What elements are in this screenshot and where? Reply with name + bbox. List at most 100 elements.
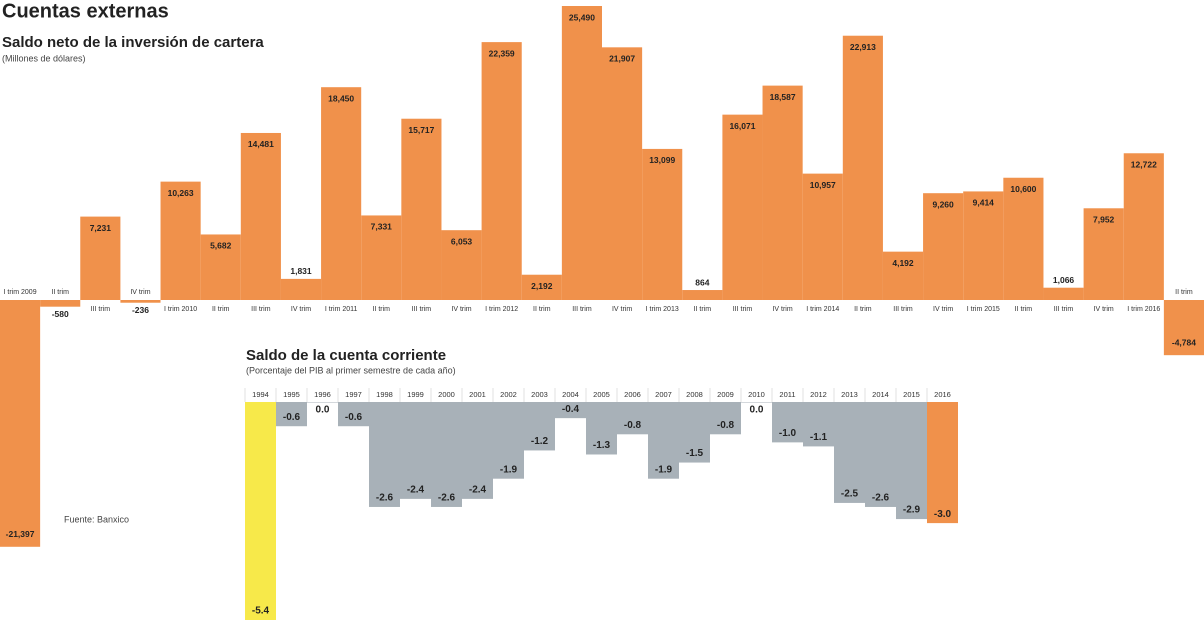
value-label: -0.4 <box>562 404 580 415</box>
bar <box>772 402 803 443</box>
value-label: -2.4 <box>469 485 487 496</box>
bar <box>462 402 493 499</box>
value-label: 1,066 <box>1053 275 1075 285</box>
x-tick-label: I trim 2014 <box>806 306 839 313</box>
x-tick-label: IV trim <box>291 306 311 313</box>
bar <box>642 148 683 300</box>
x-tick-label: 1997 <box>345 390 362 399</box>
bar <box>361 215 402 300</box>
value-label: 21,907 <box>609 54 635 64</box>
value-label: 1,831 <box>290 266 312 276</box>
value-label: -2.5 <box>841 489 859 500</box>
bar <box>431 402 462 507</box>
value-label: 9,414 <box>973 198 995 208</box>
value-label: -0.6 <box>345 412 363 423</box>
x-tick-label: 2002 <box>500 390 517 399</box>
x-tick-label: III trim <box>733 306 753 313</box>
value-label: -0.8 <box>624 420 642 431</box>
bar <box>400 402 431 499</box>
x-tick-label: I trim 2015 <box>967 306 1000 313</box>
x-tick-label: 2010 <box>748 390 765 399</box>
bar <box>441 230 482 300</box>
value-label: -0.8 <box>717 420 735 431</box>
value-label: 16,071 <box>729 121 755 131</box>
value-label: 12,722 <box>1131 160 1157 170</box>
bar <box>927 402 958 524</box>
bar <box>802 173 843 300</box>
x-tick-label: 2000 <box>438 390 455 399</box>
x-tick-label: I trim 2010 <box>164 306 197 313</box>
value-label: 7,952 <box>1093 215 1115 225</box>
bar <box>586 402 617 455</box>
bar <box>200 234 241 300</box>
bar <box>524 402 555 451</box>
value-label: 0.0 <box>750 405 764 416</box>
bar <box>896 402 927 520</box>
value-label: 14,481 <box>248 139 274 149</box>
value-label: -1.3 <box>593 440 611 451</box>
value-label: -1.2 <box>531 436 549 447</box>
x-tick-label: 1996 <box>314 390 331 399</box>
bar <box>682 290 723 300</box>
value-label: -2.6 <box>376 493 394 504</box>
bar <box>834 402 865 503</box>
x-tick-label: 2001 <box>469 390 486 399</box>
value-label: -236 <box>132 305 149 315</box>
value-label: 10,263 <box>168 188 194 198</box>
x-tick-label: IV trim <box>451 306 471 313</box>
x-tick-label: 2011 <box>779 390 795 399</box>
value-label: 22,359 <box>489 48 515 58</box>
value-label: -5.4 <box>252 606 270 617</box>
bar <box>617 402 648 435</box>
value-label: 10,957 <box>810 180 836 190</box>
x-tick-label: 1995 <box>283 390 300 399</box>
bar <box>0 300 41 547</box>
bar <box>276 402 307 427</box>
x-tick-label: II trim <box>694 306 712 313</box>
x-tick-label: 2008 <box>686 390 703 399</box>
bar <box>1003 177 1044 300</box>
value-label: 15,717 <box>408 125 434 135</box>
bar <box>493 402 524 479</box>
bar <box>307 402 338 403</box>
x-tick-label: III trim <box>893 306 913 313</box>
bar <box>963 191 1004 300</box>
bar <box>240 132 281 300</box>
chart-subtitle: Saldo neto de la inversión de cartera <box>2 34 264 51</box>
bar <box>369 402 400 507</box>
bar <box>842 35 883 300</box>
x-tick-label: 1999 <box>407 390 424 399</box>
x-tick-label: I trim 2013 <box>646 306 679 313</box>
x-tick-label: I trim 2016 <box>1127 306 1160 313</box>
bar <box>865 402 896 507</box>
bar <box>722 114 763 301</box>
source-note: Fuente: Banxico <box>64 514 129 524</box>
x-tick-label: IV trim <box>130 289 150 296</box>
x-tick-label: II trim <box>373 306 391 313</box>
value-label: -1.0 <box>779 428 797 439</box>
x-tick-label: 2016 <box>934 390 951 399</box>
bar <box>555 402 586 419</box>
value-label: 22,913 <box>850 42 876 52</box>
value-label: -2.6 <box>438 493 456 504</box>
bar <box>602 47 643 301</box>
x-tick-label: 2007 <box>655 390 672 399</box>
value-label: -1.9 <box>655 464 673 475</box>
value-label: 7,331 <box>371 222 393 232</box>
bar <box>561 6 602 300</box>
bar <box>160 181 201 300</box>
x-tick-label: 2004 <box>562 390 579 399</box>
value-label: -2.4 <box>407 485 425 496</box>
x-tick-label: III trim <box>572 306 592 313</box>
bar <box>1123 153 1164 300</box>
bar <box>40 300 81 307</box>
x-tick-label: I trim 2011 <box>325 306 358 313</box>
bar <box>923 193 964 300</box>
value-label: -2.9 <box>903 505 921 516</box>
x-tick-label: 1994 <box>252 390 269 399</box>
value-label: -3.0 <box>934 509 952 520</box>
x-tick-label: IV trim <box>612 306 632 313</box>
bar <box>1083 208 1124 300</box>
value-label: 864 <box>695 277 709 287</box>
value-label: -1.5 <box>686 448 704 459</box>
